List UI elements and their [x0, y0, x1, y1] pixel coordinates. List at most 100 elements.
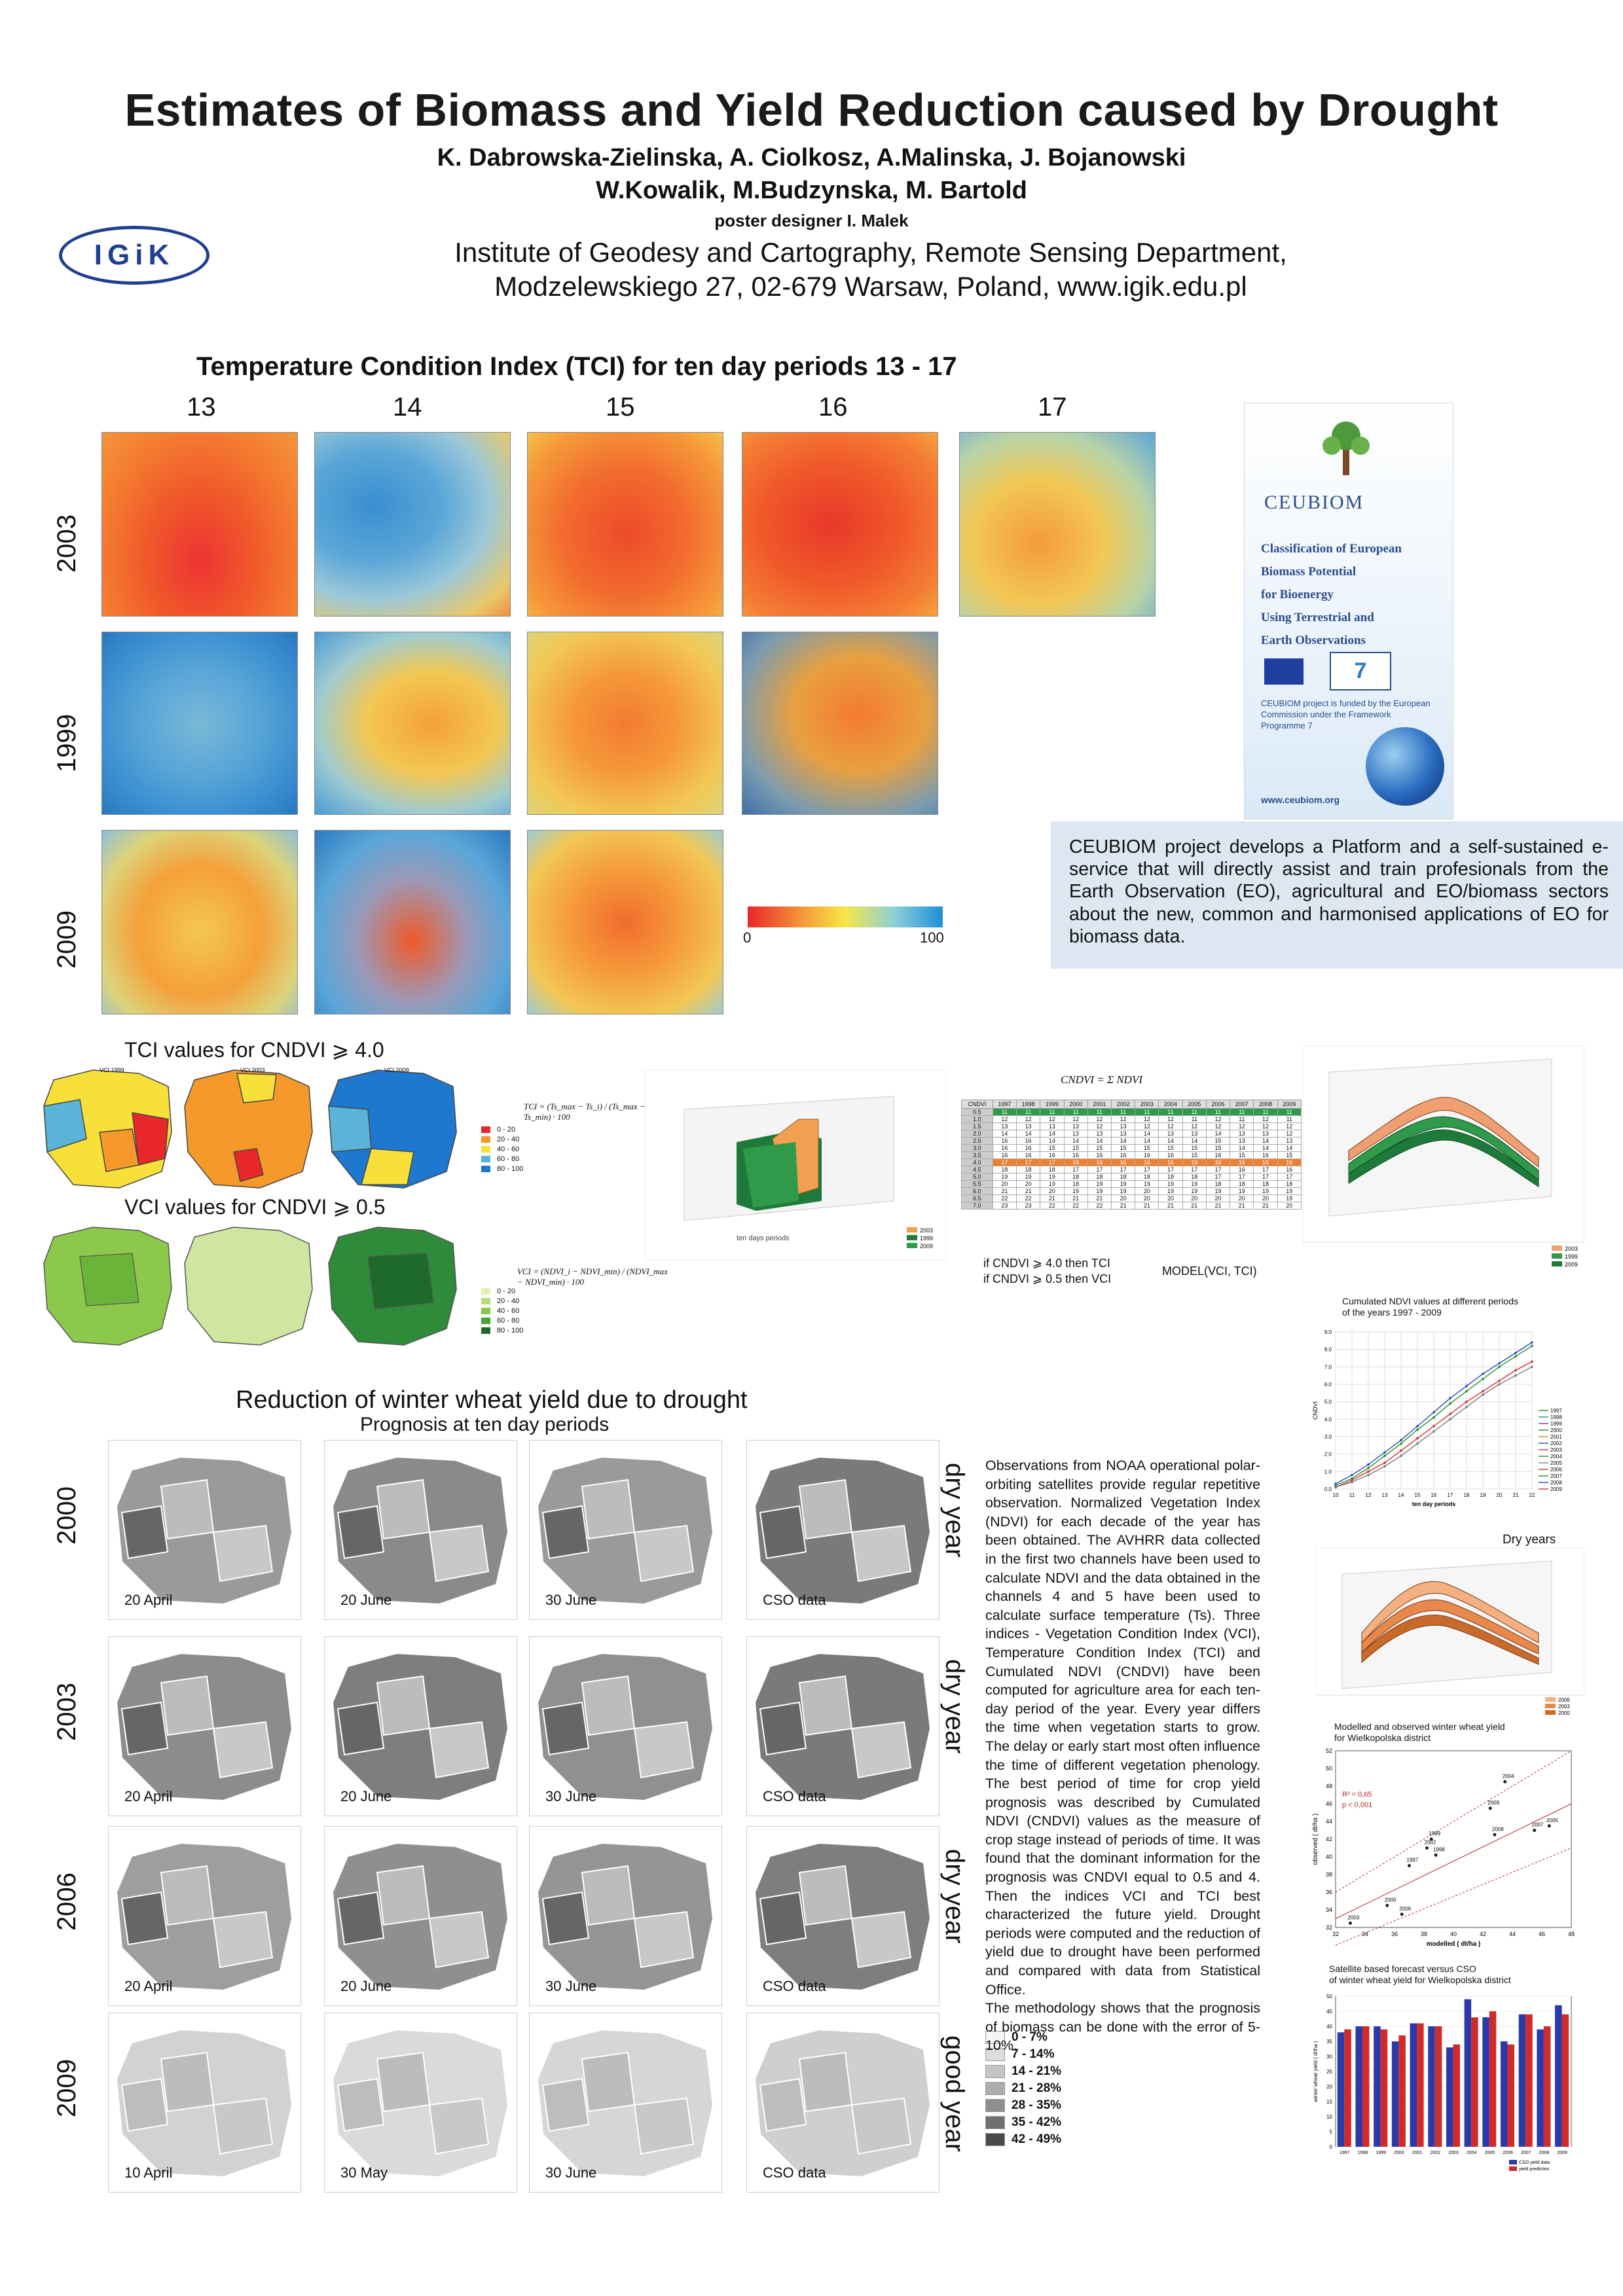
data-point: [1383, 1465, 1386, 1468]
chart3d-legend: 2009: [920, 1243, 933, 1249]
yield-map-date: CSO data: [763, 1592, 826, 1608]
x-tick-label: 40: [1450, 1931, 1457, 1937]
table-cell: 11: [1063, 1108, 1088, 1116]
table-cell: 18: [1087, 1173, 1112, 1181]
legend-label: yield prediction: [1519, 2167, 1550, 2172]
table-cell: 13: [1230, 1130, 1254, 1138]
table-cell: 14: [1110, 1137, 1136, 1145]
point-label: 2006: [1399, 1906, 1411, 1912]
yield-map: 20 June: [324, 1636, 517, 1816]
table-cell: 13: [1040, 1122, 1065, 1130]
table-cell: 19: [1087, 1187, 1112, 1195]
data-point: [1514, 1352, 1517, 1354]
banner-line: for Bioenergy: [1261, 588, 1334, 601]
y-tick-label: 10: [1326, 2114, 1332, 2120]
table-cell: 17: [1253, 1166, 1278, 1174]
cndvi-3d-ribbon-chart: 2003 1999 2009: [1303, 1046, 1584, 1268]
fp7-logo: 7: [1330, 652, 1391, 691]
table-cell: 18: [1230, 1180, 1254, 1188]
vci-map-2003: [184, 1227, 313, 1346]
legend-label: 40 - 60: [497, 1145, 520, 1153]
table-cell: 16: [1135, 1151, 1159, 1159]
table-cell: 16: [1230, 1158, 1254, 1166]
table-cell: 15: [1158, 1144, 1183, 1152]
table-cell: 12: [1277, 1122, 1302, 1130]
table-cell: 22: [1040, 1202, 1065, 1210]
table-cell: 12: [1087, 1115, 1112, 1123]
table-cell: 22: [1087, 1202, 1112, 1210]
table-cell: 19: [1277, 1187, 1302, 1195]
bar: [1471, 2017, 1478, 2147]
table-cell: 11: [1135, 1108, 1159, 1116]
yield-map-date: 20 April: [124, 1592, 173, 1608]
legend-label: 80 - 100: [497, 1164, 524, 1173]
bar-chart-title-2: of winter wheat yield for Wielkopolska d…: [1329, 1975, 1511, 1985]
globe-icon: [1366, 727, 1444, 806]
table-cell: 16: [992, 1137, 1017, 1145]
table-cell: 17: [1253, 1173, 1278, 1181]
x-tick-label: 21: [1513, 1492, 1519, 1498]
x-tick-label: 2007: [1521, 2151, 1531, 2155]
table-cell: 16: [1110, 1151, 1136, 1159]
table-cell: 17: [1040, 1158, 1065, 1166]
table-cell: 11: [1230, 1108, 1254, 1116]
table-cell: 14: [1253, 1144, 1278, 1152]
y-tick-label: 9.0: [1324, 1329, 1332, 1335]
table-cell: 20: [1253, 1194, 1278, 1202]
x-tick-label: 13: [1382, 1492, 1388, 1498]
legend-label: 80 - 100: [497, 1326, 524, 1335]
table-cell: 19: [1016, 1173, 1041, 1181]
ceubiom-url[interactable]: www.ceubiom.org: [1261, 795, 1340, 805]
table-cell: 20: [1040, 1187, 1065, 1195]
table-cell: 15: [1205, 1144, 1231, 1152]
y-tick-label: 42: [1326, 1836, 1332, 1842]
vci-cndvi-maps: [43, 1227, 457, 1346]
ceubiom-description: CEUBIOM project develops a Platform and …: [1051, 821, 1623, 969]
tci-year-2003: 2003: [52, 514, 81, 573]
legend-swatch: [1509, 2160, 1517, 2164]
yield-legend-item: 28 - 35%: [985, 2097, 1061, 2114]
bar: [1501, 2041, 1508, 2147]
table-cell: 12: [1158, 1115, 1183, 1123]
table-cell: 16: [1016, 1137, 1041, 1145]
tci-map-2003-15: [527, 432, 723, 617]
table-cell: 16: [1016, 1144, 1041, 1152]
banner-line: Classification of European: [1261, 542, 1402, 556]
tci-year-1999: 1999: [52, 714, 81, 772]
data-point: [1514, 1355, 1517, 1358]
legend-label: 2009: [1550, 1486, 1562, 1492]
table-cell: 18: [1182, 1173, 1207, 1181]
y-axis-label: CNDVI: [1312, 1401, 1319, 1420]
table-cell: 12: [992, 1115, 1017, 1123]
cum-chart-title-1: Cumulated NDVI values at different perio…: [1342, 1296, 1518, 1306]
table-header-cell: CNDVI: [961, 1100, 993, 1109]
tci-cndvi-title: TCI values for CNDVI ⩾ 4.0: [124, 1038, 384, 1062]
yield-map-shape: [754, 2028, 932, 2178]
data-point: [1334, 1482, 1337, 1485]
data-point: [1449, 1402, 1451, 1405]
table-cell: 16: [1016, 1151, 1041, 1159]
table-header-cell: 2007: [1230, 1100, 1254, 1109]
y-tick-label: 6.0: [1324, 1382, 1332, 1388]
y-tick-label: 40: [1326, 1854, 1332, 1860]
table-cell: 17: [1087, 1166, 1112, 1174]
r2-label: R² = 0,65: [1342, 1791, 1372, 1799]
yield-map-date: 10 April: [124, 2164, 173, 2181]
data-point: [1383, 1462, 1386, 1464]
yield-legend-item: 35 - 42%: [985, 2114, 1061, 2131]
table-row: 0.5 11 11 11 11 11 11 11 11 11 11 11 11 11: [961, 1108, 1302, 1116]
table-cell: 18: [1016, 1166, 1041, 1174]
table-cell: 22: [992, 1194, 1017, 1202]
legend-swatch: [985, 2099, 1005, 2112]
legend-swatch: [985, 2065, 1005, 2078]
table-cell: 13: [1016, 1122, 1041, 1130]
table-cell: 18: [1158, 1173, 1183, 1181]
yield-map-shape: [331, 1842, 509, 1992]
bar: [1518, 2014, 1526, 2147]
table-cell: 12: [1016, 1115, 1041, 1123]
bar: [1380, 2029, 1388, 2147]
table-cell: 16: [1087, 1151, 1112, 1159]
x-tick-label: 1999: [1376, 2151, 1386, 2155]
data-point: [1349, 1921, 1352, 1925]
yield-map: 20 June: [324, 1826, 517, 2006]
